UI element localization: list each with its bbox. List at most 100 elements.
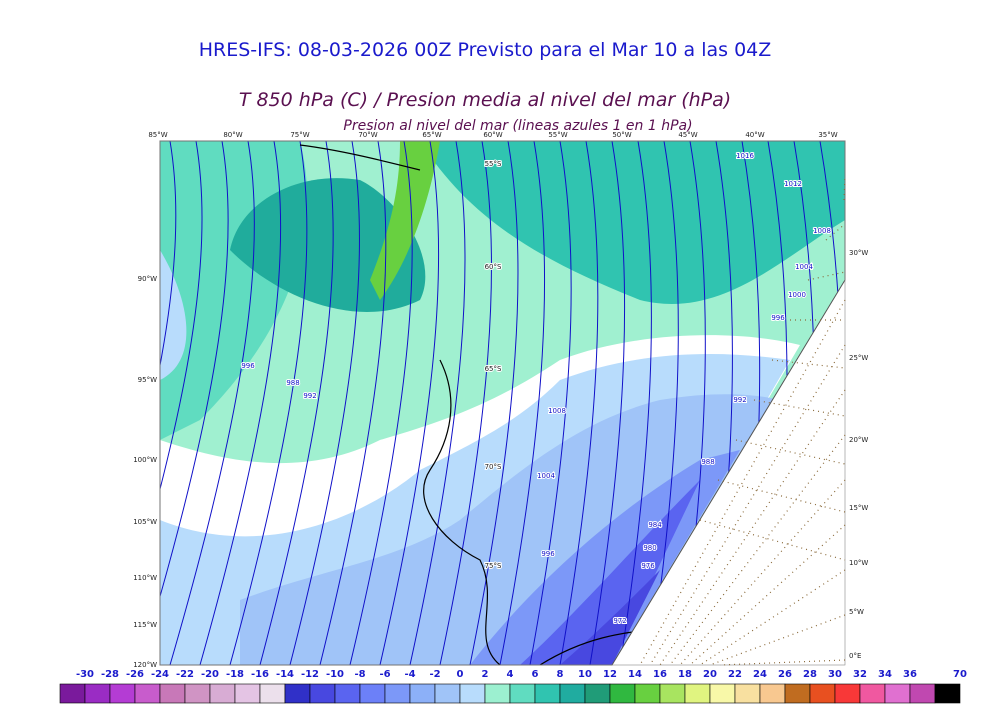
- colorbar-swatch: [909, 683, 936, 704]
- colorbar-label: -22: [176, 669, 194, 680]
- colorbar-swatch: [709, 683, 736, 704]
- isobar-label: 992: [303, 392, 316, 400]
- isobar: [319, 141, 387, 665]
- colorbar-swatch: [559, 683, 586, 704]
- lon-label: 75°W: [290, 131, 309, 139]
- colorbar-swatch: [884, 683, 911, 704]
- isobar-label: 996: [771, 314, 785, 322]
- colorbar-swatch: [234, 683, 261, 704]
- title: HRES-IFS: 08-03-2026 00Z Previsto para e…: [199, 39, 772, 61]
- colorbar-swatch: [584, 683, 611, 704]
- lat-label: 65°S: [485, 365, 502, 373]
- lon-label: 5°W: [849, 608, 864, 616]
- lon-label: 20°W: [849, 436, 868, 444]
- colorbar-swatch: [859, 683, 886, 704]
- colorbar-label: 10: [578, 669, 592, 680]
- isobar-label: 996: [541, 550, 555, 558]
- lon-label: 40°W: [745, 131, 764, 139]
- colorbar-swatch: [684, 683, 711, 704]
- colorbar-label: -4: [404, 669, 415, 680]
- colorbar-swatch: [434, 683, 461, 704]
- isobar: [649, 141, 679, 665]
- colorbar-label: -10: [326, 669, 344, 680]
- graticule: [699, 569, 846, 666]
- lon-label: 60°W: [483, 131, 502, 139]
- colorbar-swatch: [309, 683, 336, 704]
- colorbar-swatch: [484, 683, 511, 704]
- isobar: [619, 141, 652, 665]
- colorbar-swatch: [734, 683, 761, 704]
- lon-label: 0°E: [849, 652, 861, 660]
- colorbar-label: -24: [151, 669, 169, 680]
- isobar: [469, 141, 519, 665]
- isobar: [289, 141, 361, 665]
- colorbar-label: -18: [226, 669, 244, 680]
- colorbar-swatch: [109, 683, 136, 704]
- graticule: [699, 519, 846, 561]
- lat-label: 70°S: [485, 463, 502, 471]
- colorbar-swatch: [809, 683, 836, 704]
- isobar: [589, 141, 626, 665]
- colorbar-label: -26: [126, 669, 144, 680]
- graticule: [659, 389, 846, 666]
- colorbar-swatch: [359, 683, 386, 704]
- lon-label: 105°W: [133, 518, 157, 526]
- colorbar-label: 24: [753, 669, 767, 680]
- colorbar-label: 6: [532, 669, 539, 680]
- isobar-label: 988: [286, 379, 299, 387]
- colorbar-swatch: [259, 683, 286, 704]
- isobar: [499, 141, 546, 665]
- graticule: [689, 524, 846, 666]
- colorbar-label: 16: [653, 669, 667, 680]
- colorbar-label: 8: [557, 669, 564, 680]
- lat-label: 55°S: [485, 160, 502, 168]
- colorbar-swatch: [759, 683, 786, 704]
- colorbar-swatch: [184, 683, 211, 704]
- graticule: [825, 223, 846, 241]
- colorbar-swatch: [784, 683, 811, 704]
- colorbar-swatch: [659, 683, 686, 704]
- isobar: [160, 141, 229, 665]
- lon-label: 25°W: [849, 354, 868, 362]
- lat-label: 75°S: [485, 562, 502, 570]
- isobar: [559, 141, 599, 665]
- map-field: [160, 141, 845, 665]
- colorbar-label: 36: [903, 669, 917, 680]
- graticule: [735, 439, 846, 465]
- colorbar-label: 26: [778, 669, 792, 680]
- lon-label: 115°W: [133, 621, 157, 629]
- colorbar-label: -14: [276, 669, 294, 680]
- graticule: [669, 434, 846, 666]
- isobar: [409, 141, 466, 665]
- isobar: [259, 141, 334, 665]
- colorbar-label: 12: [603, 669, 617, 680]
- isobar: [439, 141, 492, 665]
- colorbar-label: 18: [678, 669, 692, 680]
- colorbar-swatch: [409, 683, 436, 704]
- lon-label: 120°W: [133, 661, 157, 669]
- colorbar-label: 22: [728, 669, 742, 680]
- graticule: [753, 399, 846, 417]
- colorbar-swatch: [459, 683, 486, 704]
- lon-label: 55°W: [548, 131, 567, 139]
- colorbar-label: 4: [507, 669, 514, 680]
- colorbar-label: 14: [628, 669, 642, 680]
- lon-label: 70°W: [358, 131, 377, 139]
- isobar: [169, 141, 255, 665]
- isobar-label: 1004: [795, 263, 813, 271]
- graticule: [843, 175, 846, 201]
- graticule: [709, 614, 846, 666]
- colorbar-label: -6: [379, 669, 390, 680]
- colorbar-label: 32: [853, 669, 867, 680]
- isobar: [379, 141, 440, 665]
- colorbar-swatch: [134, 683, 161, 704]
- isobar: [529, 141, 572, 665]
- isobar-label: 1012: [784, 180, 802, 188]
- lon-label: 85°W: [148, 131, 167, 139]
- colorbar-label: -30: [76, 669, 94, 680]
- colorbar-swatch: [509, 683, 536, 704]
- subtitle: T 850 hPa (C) / Presion media al nivel d…: [239, 89, 731, 111]
- colorbar-label: 30: [828, 669, 842, 680]
- colorbar-swatch: [934, 683, 961, 704]
